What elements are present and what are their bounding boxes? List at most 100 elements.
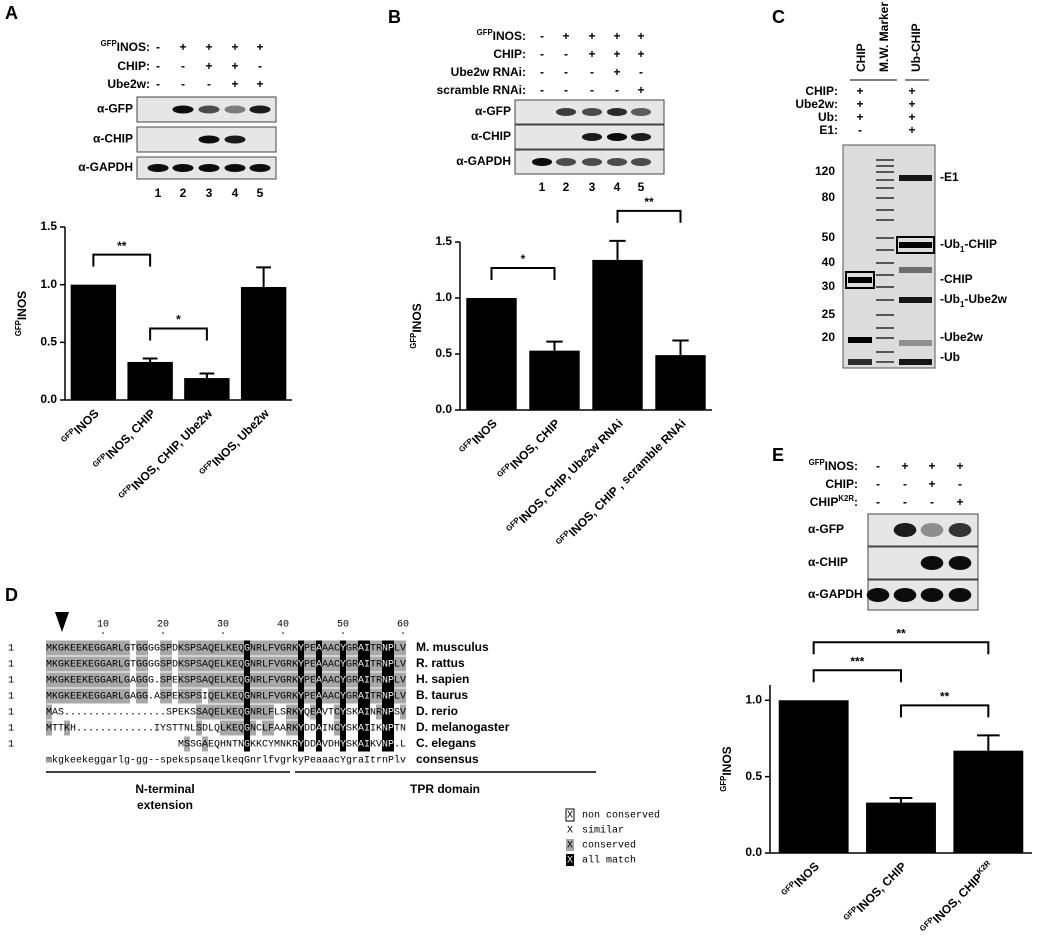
blot-band	[948, 523, 972, 537]
conserved-shade	[94, 688, 100, 704]
condition-sign: -	[876, 459, 880, 473]
mw-label: 80	[822, 190, 836, 204]
blot-band	[224, 164, 246, 172]
conserved-shade	[76, 640, 82, 656]
condition-label: Ub:	[818, 110, 838, 124]
ruler-dot	[342, 632, 344, 634]
row-start: 1	[8, 708, 14, 719]
text-part: 1	[960, 245, 965, 254]
significance-bracket	[490, 267, 556, 280]
conserved-shade	[100, 672, 106, 688]
conserved-shade	[400, 640, 406, 656]
conserved-shade	[328, 672, 334, 688]
conserved-shade	[202, 704, 208, 720]
error-bar	[609, 239, 626, 260]
conserved-shade	[292, 656, 298, 672]
ruler-dot	[102, 632, 104, 634]
condition-sign: +	[908, 97, 915, 111]
condition-sign: -	[181, 77, 185, 91]
conserved-shade	[334, 688, 340, 704]
conserved-shade	[226, 656, 232, 672]
conserved-shade	[394, 672, 400, 688]
condition-sign: +	[637, 83, 644, 97]
marker-band	[876, 361, 894, 363]
ruler-number: 30	[217, 620, 229, 631]
conserved-shade	[76, 656, 82, 672]
text-part: GFP	[14, 320, 23, 336]
conserved-shade	[250, 672, 256, 688]
error-bar	[672, 339, 689, 356]
conserved-shade	[256, 640, 262, 656]
conserved-shade	[166, 672, 172, 688]
conserved-shade	[202, 736, 208, 752]
conserved-shade	[250, 688, 256, 704]
conserved-shade	[46, 656, 52, 672]
blot-band	[630, 108, 652, 116]
blot-band	[948, 556, 972, 570]
lane-number: 5	[257, 186, 264, 200]
conserved-shade	[310, 704, 316, 720]
blot-band	[893, 588, 917, 602]
text-part: -Ube2w	[940, 330, 983, 344]
condition-sign: +	[562, 29, 569, 43]
bar	[953, 750, 1024, 853]
condition-sign: +	[928, 477, 935, 491]
marker-band	[876, 187, 894, 189]
significance-label: **	[644, 195, 654, 209]
conserved-shade	[256, 672, 262, 688]
text-part: INOS:	[117, 40, 150, 54]
conserved-shade	[346, 672, 352, 688]
blot-band	[198, 135, 220, 144]
condition-sign: -	[181, 59, 185, 73]
condition-label: CHIP:	[825, 477, 858, 491]
condition-sign: +	[588, 29, 595, 43]
blot-band	[555, 158, 577, 166]
text-part: -E1	[940, 170, 959, 184]
conserved-shade	[268, 672, 274, 688]
error-bar	[199, 372, 215, 379]
conserved-shade	[64, 672, 70, 688]
text-part: -Ub	[940, 237, 960, 251]
conserved-shade	[238, 704, 244, 720]
text-part: Ub:	[818, 110, 838, 124]
antibody-label: α-GFP	[808, 522, 844, 536]
condition-sign: -	[156, 59, 160, 73]
conserved-shade	[136, 656, 142, 672]
legend-swatch	[566, 854, 574, 866]
condition-sign: -	[540, 65, 544, 79]
blot-band	[531, 158, 553, 166]
conserved-shade	[160, 656, 166, 672]
conserved-shade	[370, 688, 376, 704]
band-label: -E1	[940, 170, 959, 184]
conserved-shade	[160, 640, 166, 656]
mw-label: 25	[822, 307, 836, 321]
conserved-shade	[238, 640, 244, 656]
ruler-dot	[282, 632, 284, 634]
y-tick-label: 0.5	[435, 346, 452, 360]
significance-label: **	[117, 239, 127, 253]
condition-sign: -	[540, 83, 544, 97]
conserved-shade	[106, 640, 112, 656]
conserved-shade	[376, 704, 382, 720]
blot-band	[249, 164, 271, 172]
bar	[866, 802, 936, 853]
condition-label: scramble RNAi:	[437, 83, 526, 97]
condition-sign: +	[256, 77, 263, 91]
blot-band	[606, 158, 628, 166]
conserved-shade	[226, 640, 232, 656]
error-bar	[889, 797, 913, 803]
legend-symbol: X	[567, 841, 573, 852]
conserved-shade	[310, 640, 316, 656]
species-label: D. rerio	[416, 704, 458, 718]
conserved-shade	[136, 688, 142, 704]
conserved-shade	[394, 688, 400, 704]
condition-sign: +	[928, 459, 935, 473]
blot-band	[198, 105, 220, 114]
conserved-shade	[76, 688, 82, 704]
condition-sign: -	[615, 83, 619, 97]
mw-label: 30	[822, 279, 836, 293]
conserved-shade	[202, 672, 208, 688]
sequence: MAS.................SPEKSSAQELKEQGNRLFLS…	[46, 708, 406, 719]
blot-band	[147, 164, 169, 172]
gel	[842, 144, 936, 369]
